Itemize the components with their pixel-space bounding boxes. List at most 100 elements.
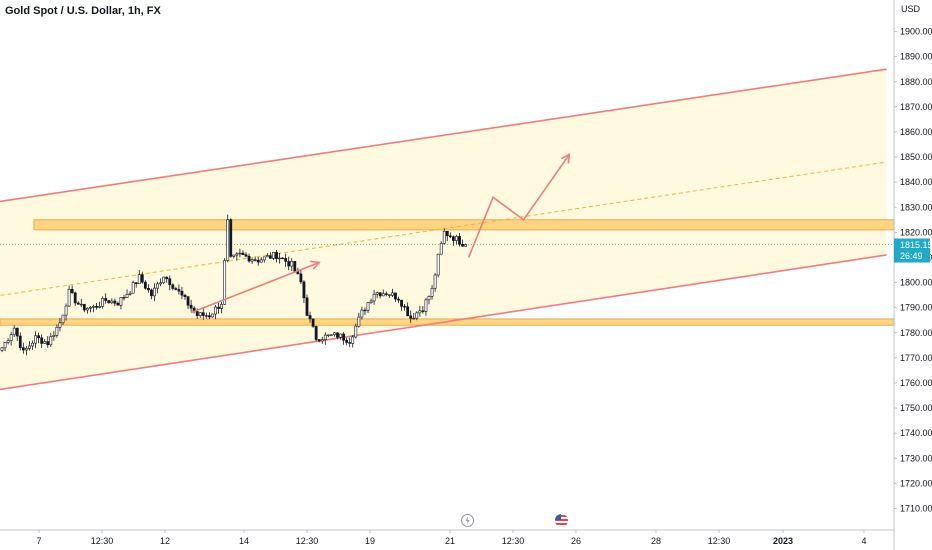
us-flag-icon[interactable] — [555, 514, 568, 527]
candle — [250, 258, 254, 264]
candle — [314, 325, 318, 342]
y-tick-label: 1740.00 — [900, 428, 932, 438]
x-tick-label: 12:30 — [502, 536, 525, 546]
candle — [464, 243, 468, 247]
channel-mid-line — [0, 161, 887, 296]
symbol-title[interactable]: Gold Spot / U.S. Dollar, 1h, FX — [5, 5, 161, 17]
y-tick-label: 1780.00 — [900, 328, 932, 338]
candle — [299, 270, 303, 284]
candle — [34, 331, 37, 349]
x-tick-label: 4 — [861, 536, 866, 546]
candle — [241, 250, 245, 256]
candle — [140, 271, 144, 284]
candle — [73, 291, 77, 306]
y-tick-label: 1870.00 — [900, 102, 932, 112]
candle — [52, 331, 56, 341]
candle — [397, 296, 400, 304]
candle — [293, 260, 297, 273]
candle — [116, 301, 120, 306]
candle — [226, 214, 230, 263]
candle — [326, 334, 330, 338]
candle — [442, 228, 446, 245]
candle — [354, 323, 358, 339]
candle — [46, 336, 50, 348]
x-tick-label: 12:30 — [708, 536, 731, 546]
x-tick-label: 28 — [651, 536, 661, 546]
candle — [284, 253, 288, 267]
projection-arrow-1 — [190, 261, 320, 314]
candle — [329, 334, 333, 336]
candle — [351, 335, 355, 348]
candle — [147, 284, 150, 293]
candle — [186, 295, 190, 310]
candle — [436, 253, 440, 278]
y-tick-label: 1790.00 — [900, 303, 932, 313]
candle — [339, 333, 342, 340]
candle — [177, 284, 181, 295]
candle — [244, 252, 248, 258]
candle — [381, 289, 385, 297]
candle — [369, 298, 373, 304]
candle — [79, 298, 83, 308]
candle — [9, 331, 13, 346]
candle — [40, 334, 44, 349]
candle — [272, 251, 275, 261]
candle — [3, 342, 7, 352]
candle — [253, 256, 257, 262]
candles-layer — [0, 214, 468, 356]
candle — [15, 327, 19, 342]
y-tick-label: 1760.00 — [900, 378, 932, 388]
candle — [394, 292, 397, 302]
candle — [0, 346, 4, 353]
candle — [424, 297, 428, 316]
candle — [12, 325, 16, 338]
x-tick-label: 26 — [571, 536, 581, 546]
x-tick-label: 14 — [239, 536, 249, 546]
candle — [171, 283, 175, 291]
candle — [433, 273, 437, 292]
projection-arrow-2 — [467, 154, 570, 258]
candle — [430, 285, 434, 300]
candle — [125, 289, 129, 299]
y-tick-label: 1860.00 — [900, 127, 932, 137]
candle — [320, 336, 324, 344]
candle — [275, 249, 278, 263]
candle — [76, 301, 80, 305]
candle — [119, 297, 123, 310]
candle — [311, 318, 315, 328]
candle — [265, 253, 269, 258]
candle — [232, 254, 236, 259]
candle — [378, 292, 382, 299]
candle — [305, 294, 309, 317]
candle — [61, 314, 65, 325]
y-tick-label: 1750.00 — [900, 403, 932, 413]
candle — [104, 293, 108, 304]
projection-arrow-2-head — [560, 153, 571, 164]
candle — [268, 252, 272, 259]
candle — [107, 300, 111, 304]
y-tick-label: 1880.00 — [900, 77, 932, 87]
candle — [18, 332, 22, 351]
candle — [70, 285, 74, 294]
candle — [235, 251, 239, 261]
x-tick-label: 12:30 — [91, 536, 114, 546]
candle — [455, 235, 458, 245]
flash-icon[interactable] — [461, 514, 474, 527]
candle — [31, 340, 34, 350]
x-tick-label: 12:30 — [296, 536, 319, 546]
candle — [156, 281, 159, 294]
candle — [204, 312, 208, 319]
x-tick-label: 2023 — [773, 536, 793, 546]
candle — [214, 304, 217, 320]
candle — [317, 339, 321, 343]
candle — [98, 301, 102, 309]
candle — [92, 304, 95, 313]
candle — [82, 303, 86, 313]
candle — [333, 332, 336, 337]
candle — [168, 275, 172, 291]
candle — [357, 312, 361, 328]
candle — [363, 307, 367, 316]
candle — [150, 288, 153, 300]
